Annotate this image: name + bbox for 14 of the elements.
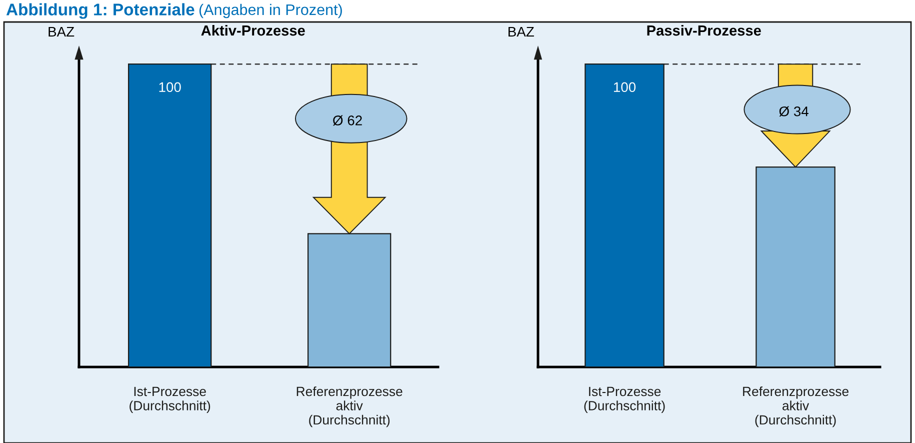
x-tick-label: Ist-Prozesse (Durchschnitt) (584, 386, 665, 413)
y-axis-title: BAZ (508, 26, 534, 37)
data-label: 100 (159, 82, 181, 92)
x-tick-label: Referenzprozesse aktiv (Durchschnitt) (296, 386, 402, 428)
y-axis-title: BAZ (48, 26, 74, 37)
text: Abbildung 1: Potenziale (6, 3, 194, 19)
chart-title: Passiv-Prozesse (647, 24, 761, 36)
chart-title: Aktiv-Prozesse (201, 24, 305, 36)
x-tick-label: Ist-Prozesse (Durchschnitt) (130, 386, 210, 413)
text: (Angaben in Prozent) (199, 4, 342, 18)
data-label: 100 (614, 82, 636, 92)
annotation: Ø 34 (779, 106, 808, 117)
annotation: Ø 62 (332, 115, 362, 126)
x-tick-label: Referenzprozesse aktiv (Durchschnitt) (743, 386, 848, 428)
